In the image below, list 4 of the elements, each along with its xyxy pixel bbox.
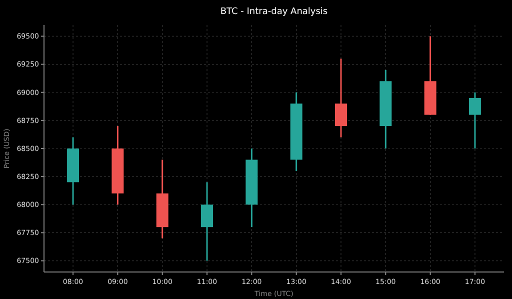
candlestick [334,58,347,138]
candlestick [468,92,481,150]
candlestick [201,181,214,262]
chart-title: BTC - Intra-day Analysis [220,7,328,17]
